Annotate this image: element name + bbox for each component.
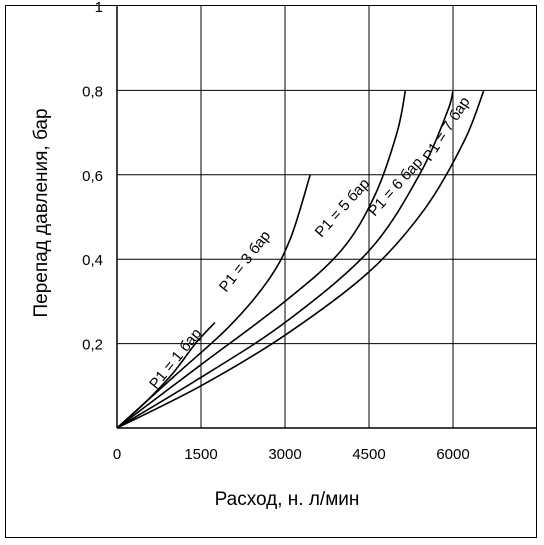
series-line xyxy=(116,90,485,429)
series-label: P1 = 7 бар xyxy=(420,94,474,164)
curves xyxy=(116,90,485,429)
x-tick-label: 0 xyxy=(113,446,121,463)
y-tick-label: 0,6 xyxy=(82,168,103,185)
y-axis-label: Перепад давления, бар xyxy=(31,108,52,317)
x-axis-label: Расход, н. л/мин xyxy=(215,489,360,510)
x-tick-label: 4500 xyxy=(352,446,385,463)
y-tick-label: 0,8 xyxy=(82,83,103,100)
series-line xyxy=(116,90,454,429)
x-tick-label: 3000 xyxy=(268,446,301,463)
x-tick-label: 1500 xyxy=(184,446,217,463)
grid xyxy=(116,6,537,429)
tick-labels: 0 1500 3000 4500 6000 0,2 0,4 0,6 0,8 1 xyxy=(82,0,470,463)
series-label: P1 = 1 бар xyxy=(146,325,205,392)
x-tick-label: 6000 xyxy=(436,446,469,463)
chart-frame xyxy=(5,5,537,538)
y-tick-label: 0,4 xyxy=(82,252,103,269)
y-tick-label: 1 xyxy=(95,0,103,16)
series-line xyxy=(116,90,407,429)
y-tick-label: 0,2 xyxy=(82,337,103,354)
series-label: P1 = 6 бар xyxy=(365,154,426,220)
series-line xyxy=(116,174,311,429)
